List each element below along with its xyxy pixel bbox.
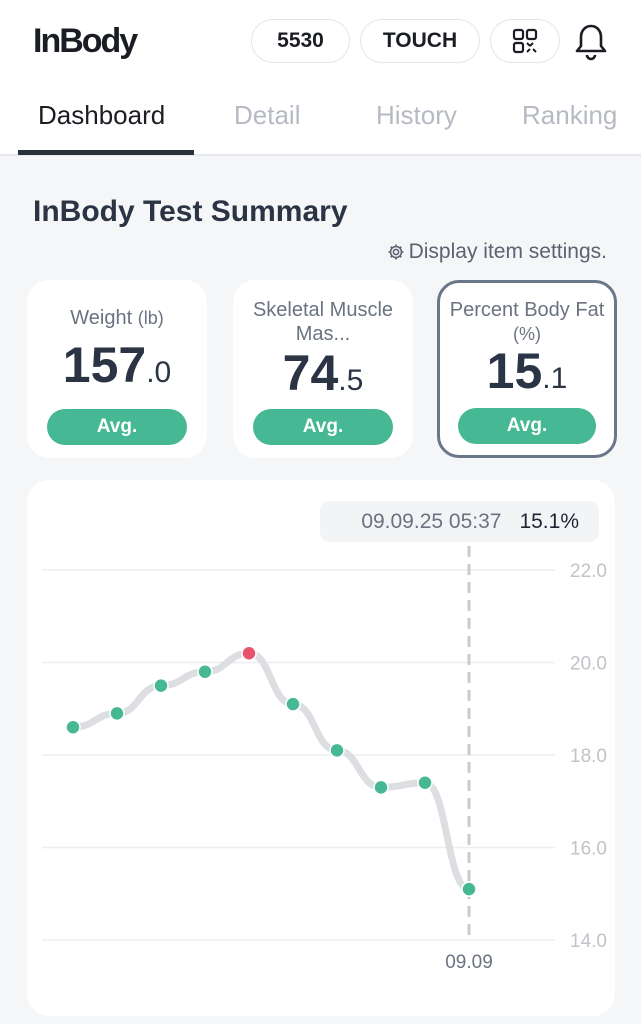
data-point bbox=[285, 696, 301, 712]
data-point bbox=[153, 677, 169, 694]
avg-badge: Avg. bbox=[253, 409, 393, 445]
y-tick-label: 22.0 bbox=[570, 561, 607, 582]
qr-code-icon bbox=[512, 28, 538, 54]
weight-value: 157.0 bbox=[27, 338, 207, 400]
data-point bbox=[241, 645, 257, 661]
value-int: 74 bbox=[282, 345, 339, 401]
qr-button[interactable] bbox=[490, 19, 560, 63]
data-point bbox=[373, 779, 389, 796]
tooltip-date: 09.09.25 05:37 bbox=[361, 509, 502, 533]
value-dec: .1 bbox=[542, 362, 568, 395]
smm-value: 74.5 bbox=[233, 346, 413, 408]
data-point bbox=[329, 742, 345, 759]
value-int: 15 bbox=[486, 343, 543, 399]
y-tick-label: 16.0 bbox=[570, 839, 607, 860]
tab-detail[interactable]: Detail bbox=[234, 100, 301, 130]
data-point bbox=[461, 881, 477, 897]
value-int: 157 bbox=[62, 337, 147, 393]
data-point bbox=[109, 705, 125, 722]
data-point bbox=[417, 775, 433, 791]
display-settings-link[interactable]: Display item settings. bbox=[387, 240, 607, 264]
tab-history[interactable]: History bbox=[376, 100, 457, 130]
x-tick-label: 09.09 bbox=[445, 952, 493, 973]
summary-title: InBody Test Summary bbox=[33, 195, 348, 228]
touch-button[interactable]: TOUCH bbox=[360, 19, 480, 63]
tooltip-value: 15.1% bbox=[519, 509, 579, 533]
skeletal-muscle-card[interactable]: Skeletal Muscle Mas... 74.5 Avg. bbox=[233, 280, 413, 458]
app-header: InBody 5530 TOUCH Dashboard Detail Histo… bbox=[0, 0, 641, 156]
active-tab-indicator bbox=[18, 150, 194, 155]
gear-icon bbox=[388, 244, 404, 260]
data-point bbox=[197, 664, 213, 680]
avg-badge: Avg. bbox=[47, 409, 187, 445]
value-dec: .0 bbox=[146, 356, 172, 389]
pbf-value: 15.1 bbox=[440, 344, 614, 406]
y-tick-label: 14.0 bbox=[570, 931, 607, 952]
tab-ranking[interactable]: Ranking bbox=[522, 100, 618, 130]
y-tick-label: 18.0 bbox=[570, 746, 607, 767]
avg-badge: Avg. bbox=[458, 408, 596, 444]
inbody-logo: InBody bbox=[33, 22, 138, 60]
chart-tooltip: 09.09.25 05:37 15.1% bbox=[320, 501, 599, 542]
member-id-button[interactable]: 5530 bbox=[251, 19, 350, 63]
bell-icon[interactable] bbox=[573, 22, 609, 62]
tab-dashboard[interactable]: Dashboard bbox=[38, 100, 166, 130]
data-point bbox=[65, 719, 81, 735]
series-line bbox=[69, 649, 473, 893]
value-dec: .5 bbox=[338, 364, 364, 397]
percent-body-fat-card[interactable]: Percent Body Fat (%) 15.1 Avg. bbox=[437, 280, 617, 458]
weight-card[interactable]: Weight (lb) 157.0 Avg. bbox=[27, 280, 207, 458]
y-tick-label: 20.0 bbox=[570, 654, 607, 675]
display-settings-label: Display item settings. bbox=[408, 240, 607, 263]
